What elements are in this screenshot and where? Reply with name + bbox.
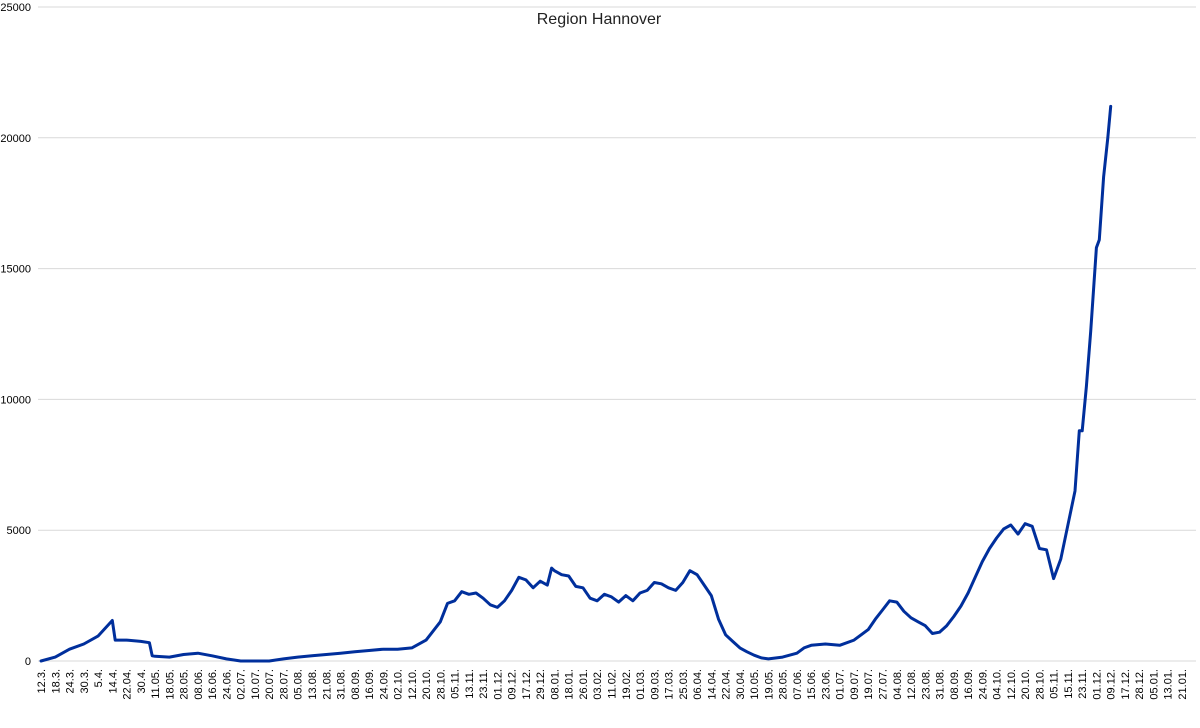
series-group: [39, 104, 1113, 663]
x-tick-label: 23.08.: [920, 669, 932, 700]
x-tick-label: 13.08.: [307, 669, 319, 700]
x-tick-label: 31.08.: [336, 669, 348, 700]
x-tick-label: 01.03.: [635, 669, 647, 700]
x-tick-label: 08.06.: [193, 669, 205, 700]
x-tick-label: 06.04.: [692, 669, 704, 700]
x-tick-label: 29.12.: [535, 669, 547, 700]
x-tick-label: 12.08.: [906, 669, 918, 700]
x-axis-ticks: 12.3. 18.3. 24.3. 30.3. 5.4. 14.4. 22.04. 30.4.…: [36, 669, 1189, 700]
x-tick-label: 17.12.: [521, 669, 533, 700]
x-tick-label: 05.11.: [450, 669, 462, 699]
x-tick-label: 10.05.: [749, 669, 761, 700]
x-tick-label: 01.12.: [1091, 669, 1103, 700]
x-tick-label: 02.10.: [393, 669, 405, 700]
y-tick-label: 15000: [0, 264, 31, 276]
x-tick-label: 19.07.: [863, 669, 875, 700]
x-tick-label: 12.3.: [36, 669, 48, 693]
x-tick-label: 28.07.: [278, 669, 290, 700]
y-tick-label: 10000: [0, 394, 31, 406]
x-tick-label: 23.11.: [478, 669, 490, 699]
x-tick-label: 21.08.: [321, 669, 333, 700]
x-tick-label: 08.09.: [350, 669, 362, 700]
x-tick-label: 22.04.: [122, 669, 134, 700]
x-tick-label: 30.04.: [735, 669, 747, 700]
x-tick-label: 28.10.: [1034, 669, 1046, 700]
x-tick-label: 28.10.: [435, 669, 447, 700]
x-tick-label: 30.3.: [79, 669, 91, 693]
x-tick-label: 5.4.: [93, 669, 105, 687]
x-tick-label: 04.10.: [992, 669, 1004, 700]
x-tick-label: 26.01.: [578, 669, 590, 700]
x-tick-label: 28.12.: [1134, 669, 1146, 700]
x-tick-label: 01.07.: [835, 669, 847, 700]
x-tick-label: 30.4.: [136, 669, 148, 693]
x-tick-label: 18.01.: [564, 669, 576, 700]
x-tick-label: 10.07.: [250, 669, 262, 700]
x-tick-label: 20.10.: [421, 669, 433, 700]
x-tick-label: 14.4.: [107, 669, 119, 693]
x-tick-label: 19.05.: [763, 669, 775, 700]
x-tick-label: 31.08.: [935, 669, 947, 700]
x-tick-label: 17.12.: [1120, 669, 1132, 700]
x-tick-label: 19.02.: [621, 669, 633, 700]
x-tick-label: 09.12.: [1106, 669, 1118, 700]
series-line: [39, 104, 1113, 663]
gridlines: [38, 6, 1196, 662]
y-tick-label: 25000: [0, 2, 31, 14]
x-tick-label: 16.06.: [207, 669, 219, 700]
x-tick-label: 23.11.: [1077, 669, 1089, 699]
x-tick-label: 04.08.: [892, 669, 904, 700]
y-tick-label: 0: [25, 656, 31, 668]
y-tick-label: 5000: [7, 525, 31, 537]
x-tick-label: 25.03.: [678, 669, 690, 700]
x-tick-label: 22.04.: [721, 669, 733, 700]
x-tick-label: 11.02.: [607, 669, 619, 699]
x-tick-label: 08.09.: [949, 669, 961, 700]
x-tick-label: 20.10.: [1020, 669, 1032, 700]
x-tick-label: 12.10.: [1006, 669, 1018, 700]
x-tick-label: 03.02.: [592, 669, 604, 700]
chart-title: Region Hannover: [537, 11, 662, 28]
x-tick-label: 14.04.: [706, 669, 718, 700]
y-tick-label: 20000: [0, 133, 31, 145]
y-axis-ticks: 0 5000 10000 15000 20000 25000: [0, 2, 31, 668]
x-tick-label: 08.01.: [549, 669, 561, 700]
x-tick-label: 16.09.: [963, 669, 975, 700]
x-tick-label: 15.11.: [1063, 669, 1075, 699]
x-tick-label: 24.09.: [378, 669, 390, 700]
x-tick-label: 05.08.: [293, 669, 305, 700]
x-tick-label: 09.07.: [849, 669, 861, 700]
x-tick-label: 09.12.: [507, 669, 519, 700]
x-tick-label: 24.3.: [65, 669, 77, 693]
x-tick-label: 23.06.: [820, 669, 832, 700]
x-tick-label: 13.11.: [464, 669, 476, 699]
x-tick-label: 17.03.: [664, 669, 676, 700]
x-tick-label: 20.07.: [264, 669, 276, 700]
x-tick-label: 07.06.: [792, 669, 804, 700]
x-tick-label: 02.07.: [236, 669, 248, 700]
x-tick-label: 18.3.: [50, 669, 62, 693]
x-tick-label: 13.01.: [1163, 669, 1175, 700]
x-tick-label: 24.06.: [221, 669, 233, 700]
x-tick-label: 12.10.: [407, 669, 419, 700]
x-tick-label: 05.01.: [1148, 669, 1160, 700]
x-tick-label: 09.03.: [649, 669, 661, 700]
x-tick-label: 05.11.: [1049, 669, 1061, 699]
x-tick-label: 28.05.: [179, 669, 191, 700]
x-tick-label: 27.07.: [877, 669, 889, 700]
x-tick-label: 11.05.: [150, 669, 162, 699]
x-tick-label: 24.09.: [977, 669, 989, 700]
x-tick-label: 21.01.: [1177, 669, 1189, 700]
x-tick-label: 18.05.: [164, 669, 176, 700]
x-tick-label: 15.06.: [806, 669, 818, 700]
x-tick-label: 16.09.: [364, 669, 376, 700]
x-tick-label: 01.12.: [492, 669, 504, 700]
x-tick-label: 28.05.: [778, 669, 790, 700]
